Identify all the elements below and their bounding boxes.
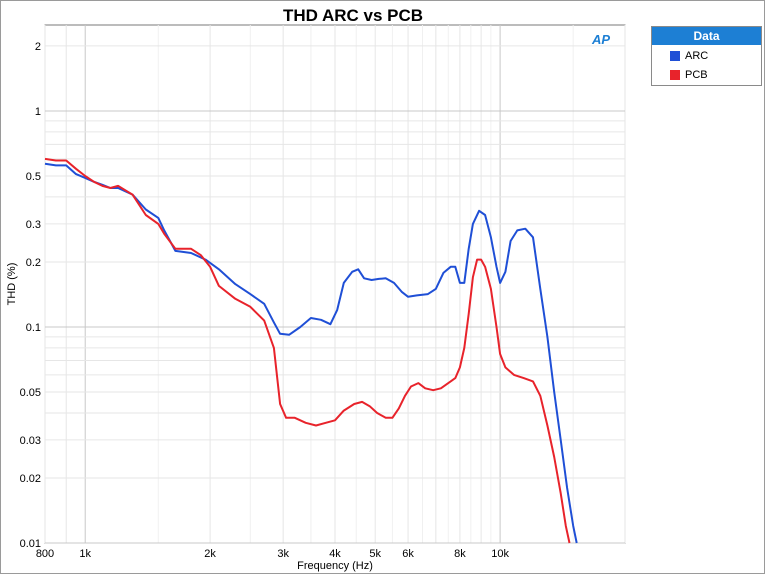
x-tick-label: 6k: [402, 548, 414, 560]
y-tick-label: 2: [35, 41, 41, 53]
x-tick-label: 5k: [369, 548, 381, 560]
y-tick-label: 0.01: [20, 538, 41, 550]
legend: Data ARC PCB: [651, 26, 762, 86]
y-tick-label: 1: [35, 106, 41, 118]
y-tick-labels: 0.01 0.02 0.03 0.05 0.1 0.2 0.3 0.5 1 2: [20, 41, 41, 550]
chart-title: THD ARC vs PCB: [283, 6, 423, 25]
x-tick-label: 10k: [491, 548, 509, 560]
y-tick-label: 0.5: [26, 171, 41, 183]
legend-label-arc: ARC: [685, 50, 709, 62]
x-tick-label: 3k: [277, 548, 289, 560]
y-tick-label: 0.02: [20, 473, 41, 485]
x-tick-label: 1k: [79, 548, 91, 560]
x-axis-label: Frequency (Hz): [297, 560, 373, 572]
y-tick-label: 0.05: [20, 387, 41, 399]
series-line-arc: [44, 162, 578, 544]
x-tick-labels: 800 1k 2k 3k 4k 5k 6k 8k 10k: [36, 548, 510, 560]
grid-lines: [44, 25, 626, 544]
y-tick-label: 0.03: [20, 435, 41, 447]
y-axis-label: THD (%): [6, 263, 18, 306]
legend-label-pcb: PCB: [685, 69, 708, 81]
x-tick-label: 8k: [454, 548, 466, 560]
x-tick-label: 4k: [329, 548, 341, 560]
x-tick-label: 2k: [204, 548, 216, 560]
y-tick-label: 0.3: [26, 219, 41, 231]
x-tick-label: 800: [36, 548, 54, 560]
series-line-pcb: [44, 157, 571, 544]
ap-logo: AP: [592, 32, 611, 47]
series-group: [44, 157, 578, 544]
legend-swatch-arc: [670, 51, 680, 61]
legend-title: Data: [652, 27, 761, 45]
y-tick-label: 0.1: [26, 322, 41, 334]
y-tick-label: 0.2: [26, 257, 41, 269]
legend-swatch-pcb: [670, 70, 680, 80]
